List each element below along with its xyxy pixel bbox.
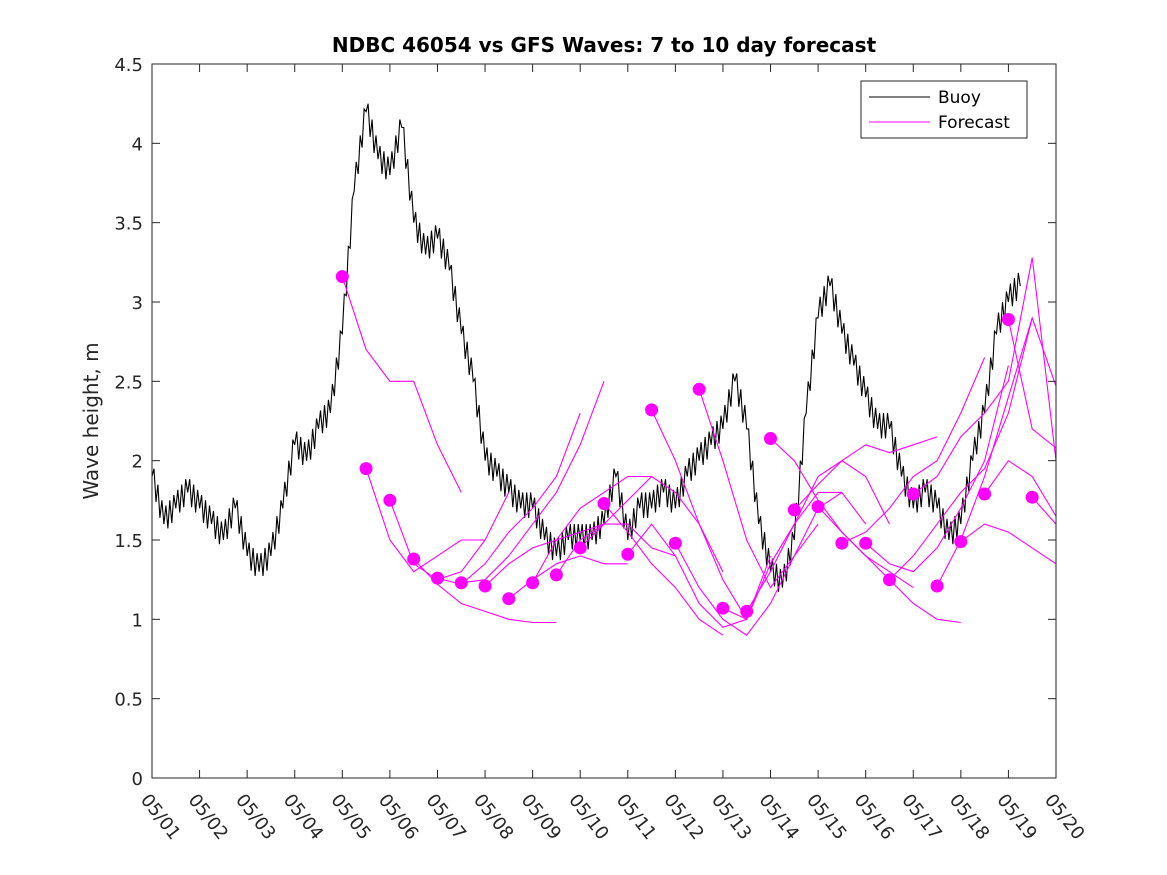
forecast-run-line [984,459,1057,517]
y-tick-label: 2 [132,452,143,473]
forecast-run-line [532,475,652,584]
forecast-marker [359,462,373,476]
y-tick-label: 1.5 [114,531,143,552]
forecast-marker [954,535,968,549]
forecast-marker [859,536,873,550]
forecast-marker [883,573,896,587]
forecast-marker [716,601,730,615]
forecast-run-line [484,523,605,587]
forecast-marker [502,592,516,606]
forecast-run-line [912,257,1057,495]
forecast-marker [811,500,825,514]
forecast-run-line [1007,319,1057,449]
legend: Buoy Forecast [860,80,1028,139]
forecast-run-line [793,436,938,511]
buoy-line [151,103,1021,592]
forecast-marker [431,571,444,585]
forecast-run-line [341,276,462,493]
forecast-marker [478,579,492,593]
chart-title: NDBC 46054 vs GFS Waves: 7 to 10 day for… [332,33,877,57]
forecast-run-line [365,468,486,573]
forecast-run-line [889,317,1033,581]
y-axis: 0 0.5 1 1.5 2 2.5 3 3.5 4 4.5 [114,55,1056,790]
y-tick-label: 3 [132,293,143,314]
forecast-marker [692,382,706,396]
y-tick-label: 0.5 [114,690,143,711]
forecast-markers [335,270,1039,618]
forecast-run-line [603,503,724,636]
forecast-run-line [389,492,510,581]
plot-area [152,64,1056,778]
forecast-run-line [960,523,1057,565]
legend-box [860,80,1028,139]
forecast-marker [835,536,849,550]
y-tick-label: 3.5 [114,214,143,235]
y-tick-label: 4 [132,134,143,155]
forecast-marker [1001,313,1015,326]
y-tick-label: 4.5 [114,55,143,76]
legend-forecast-label: Forecast [938,113,1010,133]
y-tick-label: 0 [132,769,143,790]
forecast-marker [787,503,801,517]
forecast-marker [668,536,682,550]
forecast-marker [906,487,920,501]
forecast-marker [526,576,540,590]
y-tick-label: 2.5 [114,372,143,393]
forecast-marker [930,579,944,593]
forecast-marker [573,541,587,555]
forecast-marker [407,552,421,566]
y-axis-label: Wave height, m [79,342,103,499]
plot-area-background [152,64,1056,778]
forecast-run-line [936,316,1057,587]
buoy-series [151,103,1021,592]
forecast-marker [740,604,754,618]
forecast-marker [621,547,635,561]
forecast-run-line [865,365,1009,573]
forecast-marker [335,270,349,284]
forecast-marker [383,493,397,507]
plot-frame [151,63,1057,779]
forecast-run-line [841,357,986,544]
forecast-marker [597,497,611,510]
forecast-run-line [627,523,747,628]
forecast-marker [764,432,777,445]
forecast-marker [1025,490,1039,504]
forecast-marker [454,576,468,590]
forecast-marker [549,568,563,582]
forecast-marker [978,487,992,501]
forecast-run-line [746,460,890,612]
forecast-marker [645,403,659,417]
legend-buoy-label: Buoy [938,88,981,108]
y-tick-label: 1 [132,610,143,631]
